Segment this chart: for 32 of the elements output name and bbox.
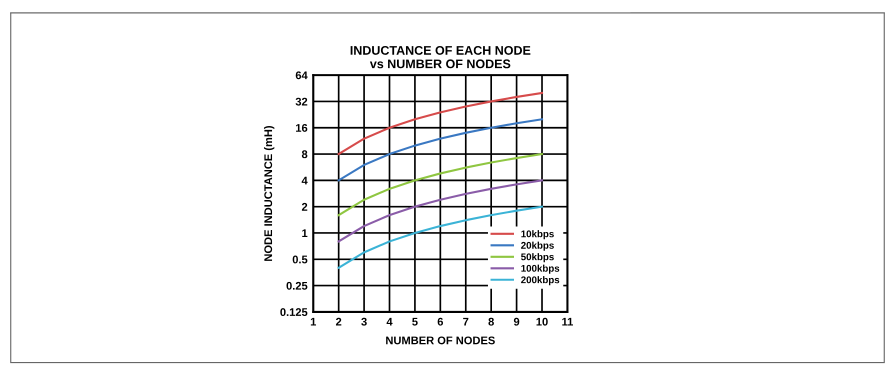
y-tick-label: 0.125 — [280, 308, 308, 316]
x-tick-label: 2 — [336, 318, 342, 326]
x-tick-label: 10 — [536, 318, 548, 326]
legend-label: 20kbps — [521, 242, 554, 251]
y-tick-label: 8 — [302, 150, 308, 158]
x-tick-label: 7 — [463, 318, 468, 326]
y-tick-label: 2 — [302, 202, 308, 211]
y-axis-title: NODE INDUCTANCE (mH) — [264, 126, 274, 261]
x-tick-label: 8 — [488, 318, 494, 326]
y-tick-label: 64 — [296, 71, 308, 80]
legend-label: 200kbps — [521, 276, 560, 286]
y-tick-label: 32 — [296, 98, 308, 106]
x-tick-label: 11 — [562, 318, 573, 326]
legend-label: 10kbps — [521, 230, 554, 240]
x-tick-label: 6 — [438, 318, 444, 326]
y-tick-label: 0.25 — [286, 282, 308, 290]
chart-title: INDUCTANCE OF EACH NODE vs NUMBER OF NODES — [350, 46, 530, 68]
line-series — [338, 118, 544, 182]
y-tick-label: 4 — [302, 176, 308, 184]
x-tick-label: 1 — [310, 318, 316, 326]
x-tick-label: 4 — [386, 318, 393, 326]
x-axis-title: NUMBER OF NODES — [386, 336, 495, 344]
x-tick-label: 5 — [412, 318, 418, 326]
y-tick-label: 0.5 — [292, 256, 308, 264]
x-tick-label: 9 — [514, 318, 520, 326]
x-tick-label: 3 — [361, 318, 367, 326]
y-tick-label: 16 — [296, 124, 308, 132]
legend-label: 100kbps — [521, 264, 560, 274]
y-tick-label: 1 — [302, 229, 308, 238]
line-series — [338, 153, 544, 216]
line-series — [338, 92, 544, 156]
legend-label: 50kbps — [521, 253, 554, 262]
